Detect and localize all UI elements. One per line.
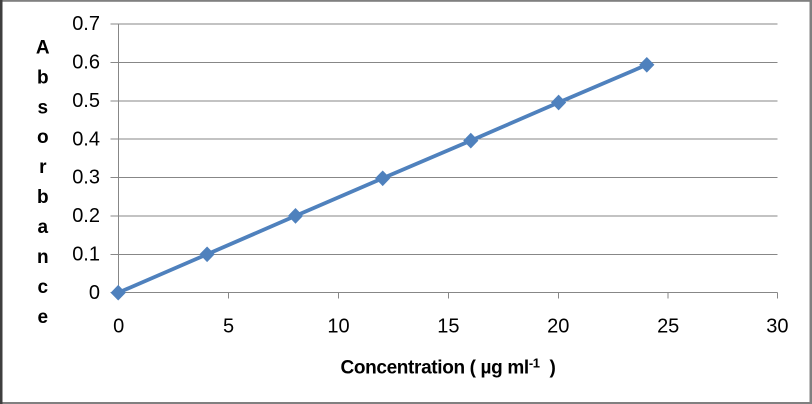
svg-text:25: 25: [657, 316, 679, 338]
svg-text:b: b: [37, 67, 49, 88]
svg-text:0.7: 0.7: [72, 13, 100, 35]
svg-text:5: 5: [223, 316, 234, 338]
svg-text:30: 30: [766, 316, 788, 338]
svg-text:o: o: [37, 127, 49, 148]
svg-text:s: s: [38, 97, 49, 118]
svg-text:0.2: 0.2: [72, 205, 100, 227]
svg-text:0.6: 0.6: [72, 52, 100, 74]
svg-text:0: 0: [89, 282, 100, 304]
svg-text:Concentration ( µg ml-1 ): Concentration ( µg ml-1 ): [340, 356, 555, 379]
svg-text:r: r: [39, 157, 47, 178]
svg-text:0: 0: [113, 316, 124, 338]
svg-text:0.5: 0.5: [72, 90, 100, 112]
svg-text:15: 15: [437, 316, 459, 338]
svg-text:b: b: [37, 187, 49, 208]
svg-text:20: 20: [547, 316, 569, 338]
svg-text:0.4: 0.4: [72, 128, 100, 150]
svg-text:10: 10: [327, 316, 349, 338]
svg-text:a: a: [38, 217, 49, 238]
svg-text:e: e: [38, 307, 49, 328]
svg-text:c: c: [38, 277, 49, 298]
svg-text:n: n: [37, 247, 49, 268]
svg-text:0.1: 0.1: [72, 244, 100, 266]
svg-text:A: A: [36, 37, 50, 58]
svg-text:0.3: 0.3: [72, 167, 100, 189]
